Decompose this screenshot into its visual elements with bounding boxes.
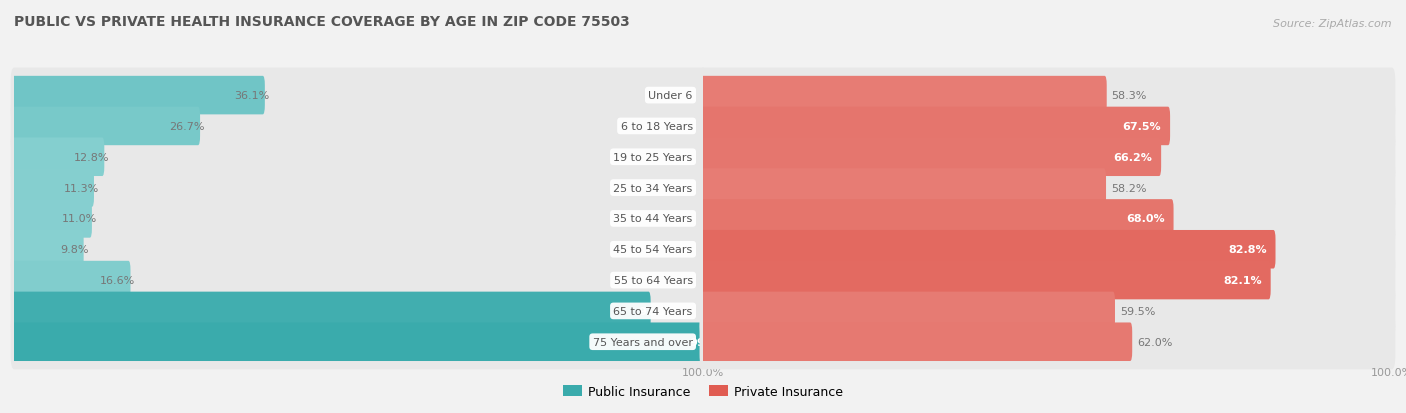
FancyBboxPatch shape: [702, 292, 1115, 330]
FancyBboxPatch shape: [11, 191, 706, 247]
Text: 26.7%: 26.7%: [169, 122, 205, 132]
FancyBboxPatch shape: [13, 199, 91, 238]
FancyBboxPatch shape: [11, 68, 706, 123]
Text: 82.8%: 82.8%: [1227, 244, 1267, 255]
Text: Under 6: Under 6: [648, 91, 693, 101]
FancyBboxPatch shape: [700, 130, 1395, 185]
FancyBboxPatch shape: [13, 292, 651, 330]
Text: 92.1%: 92.1%: [638, 306, 678, 316]
FancyBboxPatch shape: [13, 230, 83, 269]
Text: 12.8%: 12.8%: [73, 152, 110, 162]
FancyBboxPatch shape: [702, 138, 1161, 177]
Text: Source: ZipAtlas.com: Source: ZipAtlas.com: [1274, 19, 1392, 29]
Text: 65 to 74 Years: 65 to 74 Years: [613, 306, 693, 316]
FancyBboxPatch shape: [13, 107, 200, 146]
FancyBboxPatch shape: [13, 169, 94, 207]
Text: 9.8%: 9.8%: [60, 244, 89, 255]
Text: 67.5%: 67.5%: [1122, 122, 1161, 132]
FancyBboxPatch shape: [13, 261, 131, 299]
Text: 36.1%: 36.1%: [235, 91, 270, 101]
Text: 75 Years and over: 75 Years and over: [593, 337, 693, 347]
FancyBboxPatch shape: [11, 130, 706, 185]
Text: 11.3%: 11.3%: [63, 183, 98, 193]
FancyBboxPatch shape: [700, 284, 1395, 339]
Text: 19 to 25 Years: 19 to 25 Years: [613, 152, 693, 162]
FancyBboxPatch shape: [11, 314, 706, 370]
FancyBboxPatch shape: [11, 161, 706, 216]
FancyBboxPatch shape: [702, 169, 1107, 207]
Text: 58.3%: 58.3%: [1112, 91, 1147, 101]
FancyBboxPatch shape: [11, 222, 706, 277]
FancyBboxPatch shape: [11, 253, 706, 308]
FancyBboxPatch shape: [702, 230, 1275, 269]
FancyBboxPatch shape: [702, 107, 1170, 146]
FancyBboxPatch shape: [13, 77, 264, 115]
FancyBboxPatch shape: [700, 99, 1395, 154]
FancyBboxPatch shape: [700, 68, 1395, 123]
Text: 99.5%: 99.5%: [689, 337, 728, 347]
Text: 6 to 18 Years: 6 to 18 Years: [620, 122, 693, 132]
Text: 55 to 64 Years: 55 to 64 Years: [613, 275, 693, 285]
Text: 66.2%: 66.2%: [1114, 152, 1152, 162]
Text: 11.0%: 11.0%: [62, 214, 97, 224]
Text: 82.1%: 82.1%: [1223, 275, 1261, 285]
FancyBboxPatch shape: [700, 191, 1395, 247]
FancyBboxPatch shape: [13, 138, 104, 177]
Text: 68.0%: 68.0%: [1126, 214, 1164, 224]
FancyBboxPatch shape: [11, 99, 706, 154]
FancyBboxPatch shape: [700, 222, 1395, 277]
Legend: Public Insurance, Private Insurance: Public Insurance, Private Insurance: [558, 380, 848, 403]
FancyBboxPatch shape: [702, 323, 1132, 361]
FancyBboxPatch shape: [11, 284, 706, 339]
Text: 35 to 44 Years: 35 to 44 Years: [613, 214, 693, 224]
Text: 58.2%: 58.2%: [1111, 183, 1146, 193]
Text: PUBLIC VS PRIVATE HEALTH INSURANCE COVERAGE BY AGE IN ZIP CODE 75503: PUBLIC VS PRIVATE HEALTH INSURANCE COVER…: [14, 15, 630, 29]
FancyBboxPatch shape: [702, 261, 1271, 299]
FancyBboxPatch shape: [702, 199, 1174, 238]
FancyBboxPatch shape: [702, 77, 1107, 115]
Text: 25 to 34 Years: 25 to 34 Years: [613, 183, 693, 193]
Text: 62.0%: 62.0%: [1137, 337, 1173, 347]
Text: 45 to 54 Years: 45 to 54 Years: [613, 244, 693, 255]
FancyBboxPatch shape: [700, 161, 1395, 216]
Text: 59.5%: 59.5%: [1119, 306, 1156, 316]
FancyBboxPatch shape: [700, 253, 1395, 308]
FancyBboxPatch shape: [700, 314, 1395, 370]
Text: 16.6%: 16.6%: [100, 275, 135, 285]
FancyBboxPatch shape: [13, 323, 702, 361]
